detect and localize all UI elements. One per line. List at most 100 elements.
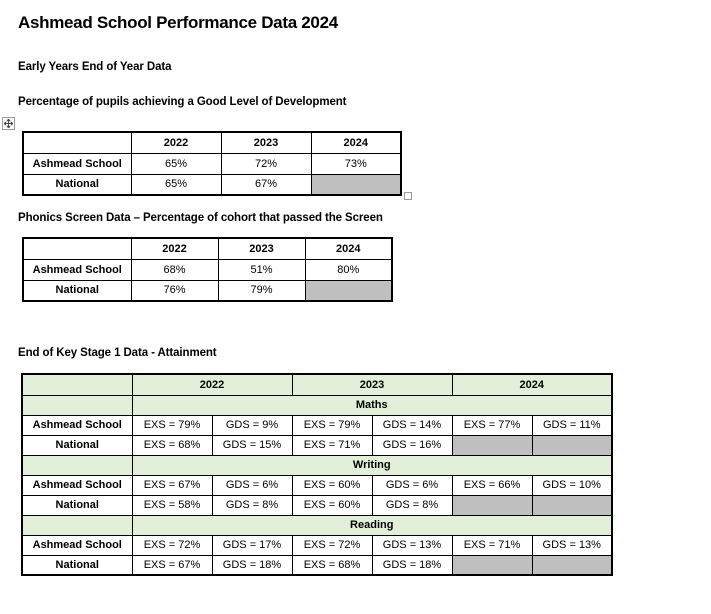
year-header: 2024 xyxy=(304,237,393,260)
shaded-empty-cell xyxy=(310,173,402,196)
table-move-handle[interactable] xyxy=(2,117,15,130)
row-label: Ashmead School xyxy=(22,258,132,281)
band-label-cell xyxy=(21,394,133,416)
table-resize-handle[interactable] xyxy=(404,192,412,200)
row-label: Ashmead School xyxy=(21,534,133,556)
section-heading-ks1: End of Key Stage 1 Data - Attainment xyxy=(18,347,217,359)
data-cell: EXS = 68% xyxy=(131,434,213,456)
shaded-empty-cell xyxy=(451,434,533,456)
shaded-empty-cell xyxy=(451,554,533,576)
year-header: 2023 xyxy=(291,373,453,396)
data-cell: 72% xyxy=(220,152,312,175)
corner-cell xyxy=(22,131,132,154)
row-label: National xyxy=(22,279,132,302)
table-row: Ashmead School 68% 51% 80% xyxy=(22,258,393,281)
data-cell: GDS = 10% xyxy=(531,474,613,496)
band-label-cell xyxy=(21,514,133,536)
ks1-header-row: 2022 2023 2024 xyxy=(21,373,613,396)
section-heading-early-years: Early Years End of Year Data xyxy=(18,61,172,73)
data-cell: 80% xyxy=(304,258,393,281)
subject-band-row: Maths xyxy=(21,394,613,416)
table-row: National 65% 67% xyxy=(22,173,402,196)
shaded-empty-cell xyxy=(451,494,533,516)
row-label: National xyxy=(21,434,133,456)
data-cell: GDS = 6% xyxy=(371,474,453,496)
data-cell: GDS = 6% xyxy=(211,474,293,496)
row-label: National xyxy=(22,173,132,196)
year-header: 2022 xyxy=(130,237,219,260)
data-cell: EXS = 67% xyxy=(131,474,213,496)
data-cell: 76% xyxy=(130,279,219,302)
data-cell: EXS = 60% xyxy=(291,494,373,516)
data-cell: GDS = 15% xyxy=(211,434,293,456)
table-row: Ashmead School 65% 72% 73% xyxy=(22,152,402,175)
gld-header-row: 2022 2023 2024 xyxy=(22,131,402,154)
row-label: Ashmead School xyxy=(21,414,133,436)
data-cell: GDS = 16% xyxy=(371,434,453,456)
data-cell: EXS = 71% xyxy=(451,534,533,556)
corner-cell xyxy=(21,373,133,396)
table-row: Ashmead School EXS = 79% GDS = 9% EXS = … xyxy=(21,414,613,436)
subject-band-row: Reading xyxy=(21,514,613,536)
data-cell: EXS = 71% xyxy=(291,434,373,456)
data-cell: EXS = 77% xyxy=(451,414,533,436)
data-cell: EXS = 60% xyxy=(291,474,373,496)
data-cell: GDS = 18% xyxy=(371,554,453,576)
year-header: 2024 xyxy=(451,373,613,396)
phonics-table: 2022 2023 2024 Ashmead School 68% 51% 80… xyxy=(22,237,393,302)
row-label: Ashmead School xyxy=(21,474,133,496)
table-heading-gld: Percentage of pupils achieving a Good Le… xyxy=(18,96,347,108)
data-cell: 67% xyxy=(220,173,312,196)
year-header: 2022 xyxy=(131,373,293,396)
corner-cell xyxy=(22,237,132,260)
year-header: 2024 xyxy=(310,131,402,154)
move-arrows-icon xyxy=(4,119,13,128)
shaded-empty-cell xyxy=(531,494,613,516)
data-cell: EXS = 67% xyxy=(131,554,213,576)
band-label-cell xyxy=(21,454,133,476)
data-cell: GDS = 8% xyxy=(371,494,453,516)
phonics-header-row: 2022 2023 2024 xyxy=(22,237,393,260)
subject-band: Writing xyxy=(131,454,613,476)
data-cell: EXS = 79% xyxy=(131,414,213,436)
data-cell: GDS = 13% xyxy=(371,534,453,556)
subject-band: Maths xyxy=(131,394,613,416)
data-cell: EXS = 68% xyxy=(291,554,373,576)
data-cell: EXS = 72% xyxy=(291,534,373,556)
table-row: National EXS = 58% GDS = 8% EXS = 60% GD… xyxy=(21,494,613,516)
data-cell: 73% xyxy=(310,152,402,175)
table-row: National 76% 79% xyxy=(22,279,393,302)
data-cell: GDS = 9% xyxy=(211,414,293,436)
row-label: National xyxy=(21,554,133,576)
table-row: National EXS = 67% GDS = 18% EXS = 68% G… xyxy=(21,554,613,576)
year-header: 2023 xyxy=(220,131,312,154)
data-cell: EXS = 66% xyxy=(451,474,533,496)
row-label: National xyxy=(21,494,133,516)
year-header: 2023 xyxy=(217,237,306,260)
data-cell: 79% xyxy=(217,279,306,302)
row-label: Ashmead School xyxy=(22,152,132,175)
shaded-empty-cell xyxy=(531,554,613,576)
shaded-empty-cell xyxy=(304,279,393,302)
table-heading-phonics: Phonics Screen Data – Percentage of coho… xyxy=(18,212,383,224)
page-title: Ashmead School Performance Data 2024 xyxy=(18,13,338,32)
data-cell: 65% xyxy=(130,152,222,175)
data-cell: GDS = 8% xyxy=(211,494,293,516)
data-cell: GDS = 18% xyxy=(211,554,293,576)
data-cell: EXS = 72% xyxy=(131,534,213,556)
table-row: Ashmead School EXS = 67% GDS = 6% EXS = … xyxy=(21,474,613,496)
data-cell: EXS = 58% xyxy=(131,494,213,516)
data-cell: EXS = 79% xyxy=(291,414,373,436)
shaded-empty-cell xyxy=(531,434,613,456)
ks1-table: 2022 2023 2024 Maths Ashmead School EXS … xyxy=(21,373,613,576)
data-cell: 68% xyxy=(130,258,219,281)
gld-table: 2022 2023 2024 Ashmead School 65% 72% 73… xyxy=(22,131,402,196)
data-cell: GDS = 13% xyxy=(531,534,613,556)
data-cell: GDS = 17% xyxy=(211,534,293,556)
year-header: 2022 xyxy=(130,131,222,154)
data-cell: GDS = 11% xyxy=(531,414,613,436)
table-row: Ashmead School EXS = 72% GDS = 17% EXS =… xyxy=(21,534,613,556)
table-row: National EXS = 68% GDS = 15% EXS = 71% G… xyxy=(21,434,613,456)
subject-band-row: Writing xyxy=(21,454,613,476)
data-cell: GDS = 14% xyxy=(371,414,453,436)
